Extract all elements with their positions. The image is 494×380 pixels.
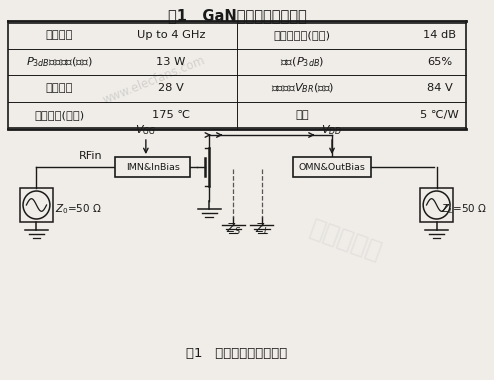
Text: 表1   GaN功率器件性能参数: 表1 GaN功率器件性能参数 <box>167 8 306 23</box>
Text: $Z_0$=50 Ω: $Z_0$=50 Ω <box>55 202 102 216</box>
Text: Up to 4 GHz: Up to 4 GHz <box>136 30 205 40</box>
Bar <box>420 188 453 222</box>
Text: $V_{DD}$: $V_{DD}$ <box>322 123 343 137</box>
Bar <box>20 188 53 222</box>
Text: 175 ℃: 175 ℃ <box>152 110 190 120</box>
Text: 5 ℃/W: 5 ℃/W <box>420 110 459 120</box>
Text: 小信号增益(最小): 小信号增益(最小) <box>274 30 331 40</box>
Text: OMN&OutBias: OMN&OutBias <box>298 163 366 171</box>
Text: 14 dB: 14 dB <box>423 30 456 40</box>
Text: www.elecfans.com: www.elecfans.com <box>100 54 206 106</box>
Text: $V_{GG}$: $V_{GG}$ <box>135 123 157 137</box>
Bar <box>292 157 371 177</box>
Text: 图1   功率放大器原理框图: 图1 功率放大器原理框图 <box>186 347 288 360</box>
Text: 击穿电压$V_{BR}$(最小): 击穿电压$V_{BR}$(最小) <box>271 81 334 95</box>
Text: 84 V: 84 V <box>427 83 453 93</box>
Text: 热阻: 热阻 <box>295 110 309 120</box>
Text: $Z_S$: $Z_S$ <box>226 222 241 237</box>
Bar <box>115 157 190 177</box>
Text: 13 W: 13 W <box>156 57 185 67</box>
Text: $Z_L$: $Z_L$ <box>255 222 269 237</box>
Text: $Z_L$=50 Ω: $Z_L$=50 Ω <box>442 202 488 216</box>
Text: 器件结温(最大): 器件结温(最大) <box>35 110 84 120</box>
Text: IMN&InBias: IMN&InBias <box>125 163 179 171</box>
Text: RFin: RFin <box>80 151 103 161</box>
Text: 电子发烧友: 电子发烧友 <box>306 216 385 264</box>
Circle shape <box>23 191 50 219</box>
Circle shape <box>423 191 450 219</box>
Text: 工作电压: 工作电压 <box>46 83 73 93</box>
Text: 效率($P_{3dB}$): 效率($P_{3dB}$) <box>280 55 325 68</box>
Text: 28 V: 28 V <box>158 83 184 93</box>
Text: $P_{3dB}$输出功率(最小): $P_{3dB}$输出功率(最小) <box>26 55 93 68</box>
Text: 频率范围: 频率范围 <box>46 30 73 40</box>
Text: 65%: 65% <box>427 57 452 67</box>
